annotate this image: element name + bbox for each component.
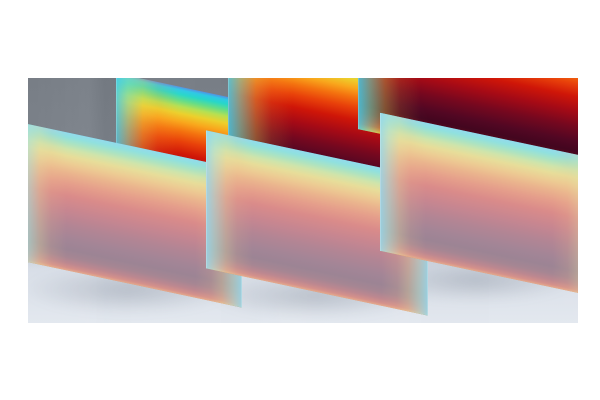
figure-description: Multislice visualization of a scalar fie… (0, 0, 1, 1)
slice-plot-viewport[interactable] (28, 78, 578, 323)
